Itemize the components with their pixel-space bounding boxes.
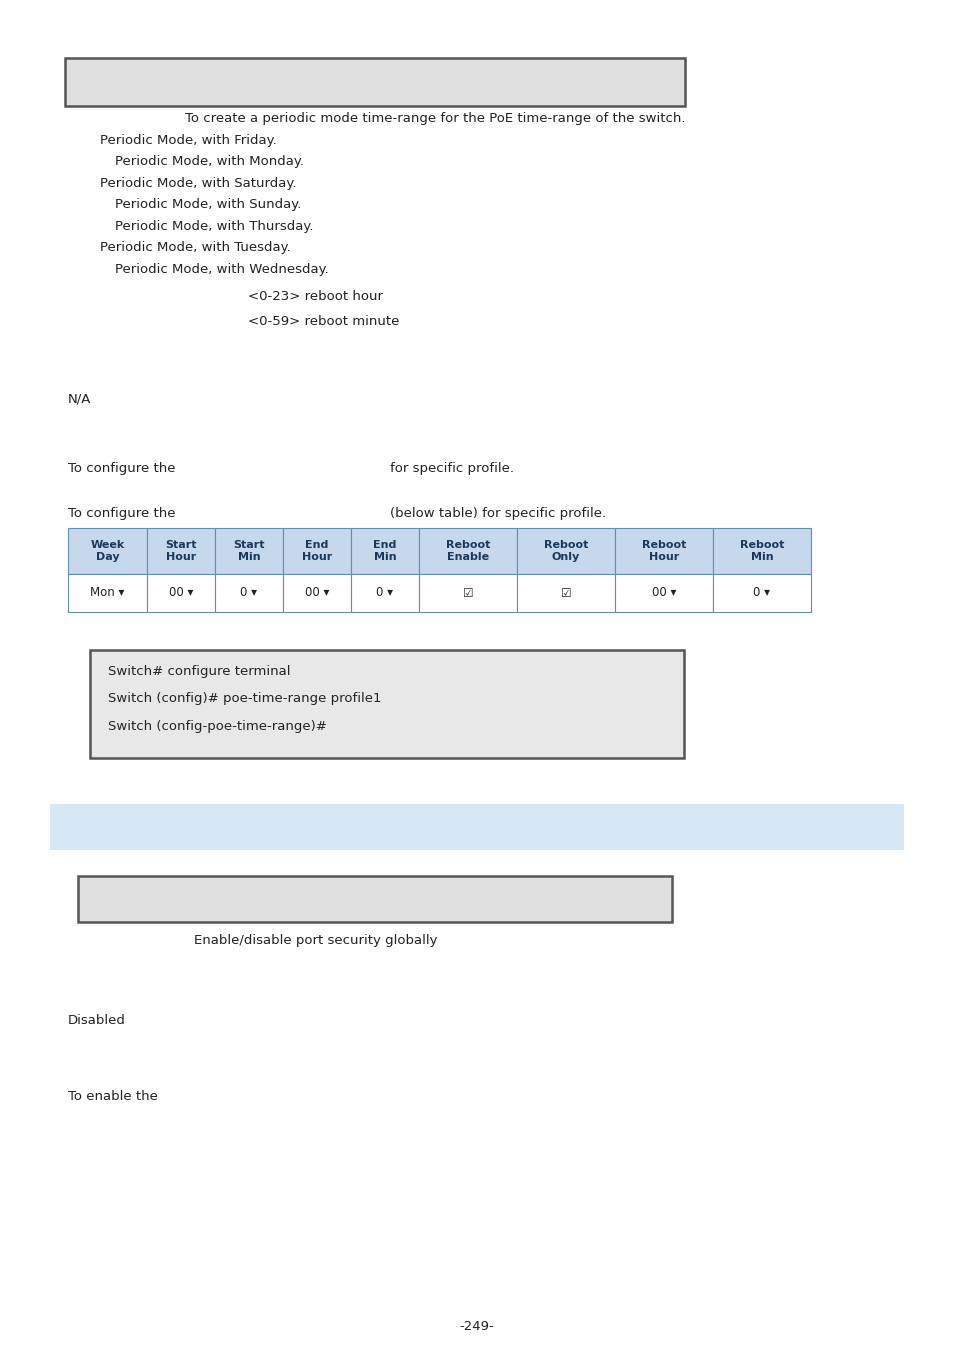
Text: N/A: N/A bbox=[68, 393, 91, 406]
Text: Periodic Mode, with Wednesday.: Periodic Mode, with Wednesday. bbox=[115, 263, 329, 275]
Text: Switch (config-poe-time-range)#: Switch (config-poe-time-range)# bbox=[108, 720, 327, 733]
Bar bbox=[68, 574, 147, 612]
Text: <0-59> reboot minute: <0-59> reboot minute bbox=[248, 315, 399, 328]
Text: (below table) for specific profile.: (below table) for specific profile. bbox=[390, 508, 605, 520]
Bar bbox=[517, 528, 615, 574]
Text: 00 ▾: 00 ▾ bbox=[169, 586, 193, 599]
Text: Reboot
Hour: Reboot Hour bbox=[641, 540, 685, 562]
Text: Switch (config)# poe-time-range profile1: Switch (config)# poe-time-range profile1 bbox=[108, 693, 381, 705]
Text: Periodic Mode, with Saturday.: Periodic Mode, with Saturday. bbox=[100, 177, 296, 190]
Text: Periodic Mode, with Tuesday.: Periodic Mode, with Tuesday. bbox=[100, 242, 291, 254]
Text: <0-23> reboot hour: <0-23> reboot hour bbox=[248, 290, 382, 302]
Text: 00 ▾: 00 ▾ bbox=[305, 586, 329, 599]
Bar bbox=[351, 528, 418, 574]
Text: Periodic Mode, with Thursday.: Periodic Mode, with Thursday. bbox=[115, 220, 314, 234]
Bar bbox=[283, 574, 351, 612]
Text: To enable the: To enable the bbox=[68, 1089, 157, 1103]
Text: Mon ▾: Mon ▾ bbox=[91, 586, 125, 599]
Text: Reboot
Min: Reboot Min bbox=[739, 540, 783, 562]
Bar bbox=[90, 649, 683, 757]
Text: -249-: -249- bbox=[459, 1320, 494, 1332]
Bar bbox=[418, 574, 517, 612]
Text: 00 ▾: 00 ▾ bbox=[651, 586, 676, 599]
Bar bbox=[147, 528, 214, 574]
Bar bbox=[50, 805, 903, 850]
Bar bbox=[418, 528, 517, 574]
Text: ☑: ☑ bbox=[560, 586, 571, 599]
Text: To configure the: To configure the bbox=[68, 508, 175, 520]
Text: To create a periodic mode time-range for the PoE time-range of the switch.: To create a periodic mode time-range for… bbox=[185, 112, 685, 126]
Bar bbox=[147, 574, 214, 612]
Text: Start
Min: Start Min bbox=[233, 540, 265, 562]
Text: Reboot
Enable: Reboot Enable bbox=[445, 540, 490, 562]
Bar bbox=[517, 574, 615, 612]
Text: End
Hour: End Hour bbox=[301, 540, 332, 562]
Text: Periodic Mode, with Friday.: Periodic Mode, with Friday. bbox=[100, 134, 276, 147]
Text: Periodic Mode, with Sunday.: Periodic Mode, with Sunday. bbox=[115, 198, 301, 211]
Text: 0 ▾: 0 ▾ bbox=[753, 586, 770, 599]
Bar bbox=[78, 876, 671, 922]
Text: Periodic Mode, with Monday.: Periodic Mode, with Monday. bbox=[115, 155, 304, 167]
Bar bbox=[214, 528, 283, 574]
Text: End
Min: End Min bbox=[373, 540, 396, 562]
Bar bbox=[615, 574, 712, 612]
Text: Disabled: Disabled bbox=[68, 1014, 126, 1027]
Bar bbox=[712, 574, 810, 612]
Text: Start
Hour: Start Hour bbox=[165, 540, 196, 562]
Bar bbox=[615, 528, 712, 574]
Bar bbox=[68, 528, 147, 574]
Bar bbox=[214, 574, 283, 612]
Text: Enable/disable port security globally: Enable/disable port security globally bbox=[193, 934, 437, 946]
Bar bbox=[283, 528, 351, 574]
Text: Switch# configure terminal: Switch# configure terminal bbox=[108, 666, 291, 678]
Bar bbox=[65, 58, 684, 107]
Text: To configure the: To configure the bbox=[68, 462, 175, 475]
Text: ☑: ☑ bbox=[462, 586, 473, 599]
Text: Week
Day: Week Day bbox=[91, 540, 125, 562]
Bar bbox=[712, 528, 810, 574]
Text: Reboot
Only: Reboot Only bbox=[543, 540, 588, 562]
Text: for specific profile.: for specific profile. bbox=[390, 462, 514, 475]
Bar bbox=[351, 574, 418, 612]
Text: 0 ▾: 0 ▾ bbox=[376, 586, 393, 599]
Text: 0 ▾: 0 ▾ bbox=[240, 586, 257, 599]
